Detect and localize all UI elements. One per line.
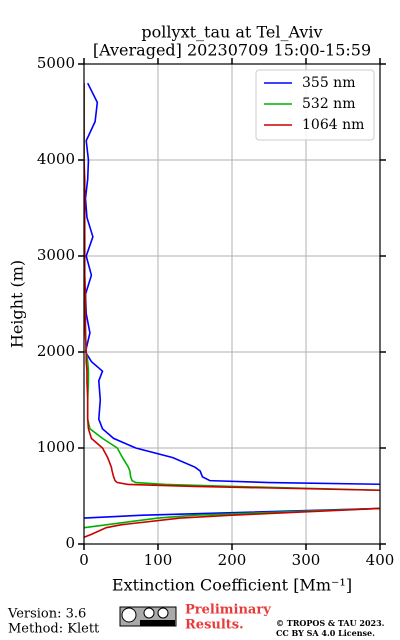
line-series (84, 82, 380, 519)
x-tick-label: 200 (218, 551, 247, 569)
chart-subtitle: [Averaged] 20230709 15:00-15:59 (93, 41, 371, 60)
line-series (84, 83, 380, 529)
y-axis-label: Height (m) (8, 260, 27, 348)
x-tick-label: 100 (144, 551, 173, 569)
notice: Results. (185, 618, 244, 633)
line-series (84, 83, 380, 539)
legend-label: 532 nm (302, 96, 355, 112)
version: Version: 3.6 (7, 607, 86, 622)
copyright: © TROPOS & TAU 2023. (276, 618, 385, 628)
legend-label: 1064 nm (302, 117, 364, 133)
y-tick-label: 4000 (37, 150, 75, 168)
icon-circle (121, 607, 137, 623)
license-icon (119, 606, 177, 627)
axes-frame (83, 63, 381, 545)
x-tick-label: 400 (366, 551, 395, 569)
y-tick-label: 3000 (37, 246, 75, 264)
x-tick-label: 300 (292, 551, 321, 569)
legend-box (255, 69, 375, 141)
icon-circle (143, 607, 155, 619)
method: Method: Klett (8, 622, 100, 637)
icon-circle (157, 607, 169, 619)
legend-label: 355 nm (302, 75, 355, 91)
x-tick-label: 0 (79, 551, 89, 569)
notice: Preliminary (185, 603, 271, 618)
chart-title: pollyxt_tau at Tel_Aviv (141, 23, 322, 42)
y-tick-label: 2000 (37, 342, 75, 360)
y-tick-label: 0 (65, 534, 75, 552)
icon-band (140, 620, 175, 626)
copyright: CC BY SA 4.0 License. (276, 628, 375, 638)
y-tick-label: 5000 (37, 54, 75, 72)
x-axis-label: Extinction Coefficient [Mm⁻¹] (112, 576, 352, 595)
y-tick-label: 1000 (37, 438, 75, 456)
plot-area (84, 82, 380, 539)
